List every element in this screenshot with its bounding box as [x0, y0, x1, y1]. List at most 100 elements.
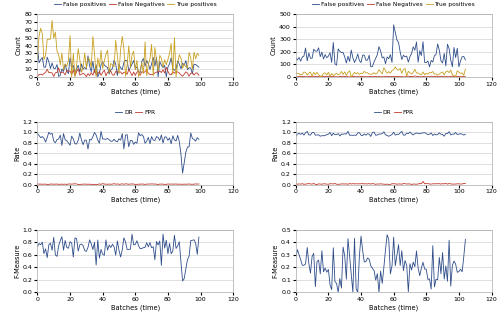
True positives	[463, 67, 469, 71]
False positives	[196, 65, 202, 69]
Y-axis label: Count: Count	[16, 36, 22, 55]
Legend: DR, FPR: DR, FPR	[374, 110, 414, 115]
FPR	[418, 182, 424, 186]
False Negatives	[132, 74, 138, 77]
DR	[316, 133, 322, 137]
False positives	[358, 61, 364, 64]
X-axis label: Batches (time): Batches (time)	[111, 197, 160, 203]
DR	[119, 132, 125, 136]
False Negatives	[316, 75, 322, 78]
FPR	[463, 182, 469, 185]
True positives	[69, 75, 75, 79]
False positives	[65, 72, 71, 76]
FPR	[34, 182, 40, 186]
Line: False Negatives: False Negatives	[296, 76, 466, 77]
True positives	[34, 57, 40, 61]
FPR	[294, 182, 300, 186]
Line: False positives: False positives	[296, 25, 466, 67]
True positives	[294, 71, 300, 75]
DR	[186, 145, 192, 149]
False Negatives	[163, 65, 169, 69]
FPR	[75, 183, 81, 186]
DR	[180, 171, 186, 175]
True positives	[75, 47, 81, 51]
Legend: False positives, False Negatives, True positives: False positives, False Negatives, True p…	[54, 2, 217, 7]
FPR	[386, 183, 392, 186]
Line: True positives: True positives	[296, 67, 466, 77]
True positives	[418, 73, 424, 77]
True positives	[49, 19, 55, 22]
False Negatives	[418, 75, 424, 79]
Y-axis label: F-Measure: F-Measure	[14, 244, 20, 278]
FPR	[72, 182, 78, 186]
True positives	[293, 71, 299, 75]
FPR	[191, 182, 197, 186]
DR	[294, 132, 300, 136]
False positives	[316, 46, 322, 50]
Line: True positives: True positives	[37, 21, 199, 77]
False positives	[463, 58, 469, 62]
FPR	[358, 182, 364, 186]
False positives	[131, 59, 137, 63]
DR	[132, 140, 138, 144]
Legend: DR, FPR: DR, FPR	[115, 110, 155, 115]
False Negatives	[368, 75, 374, 78]
FPR	[293, 182, 299, 185]
Legend: False positives, False Negatives, True positives: False positives, False Negatives, True p…	[312, 2, 475, 7]
False positives	[34, 45, 40, 49]
False Negatives	[83, 75, 89, 78]
False positives	[391, 23, 397, 27]
False positives	[185, 68, 191, 72]
FPR	[316, 182, 322, 186]
DR	[98, 130, 104, 133]
False positives	[418, 54, 424, 58]
False positives	[293, 57, 299, 60]
X-axis label: Batches (time): Batches (time)	[111, 89, 160, 95]
True positives	[134, 58, 140, 62]
X-axis label: Batches (time): Batches (time)	[369, 304, 418, 311]
DR	[369, 131, 375, 134]
DR	[360, 134, 366, 137]
False Negatives	[191, 73, 197, 77]
False positives	[427, 65, 433, 69]
False positives	[294, 58, 300, 62]
Line: False positives: False positives	[37, 47, 199, 77]
DR	[196, 137, 202, 141]
True positives	[368, 72, 374, 76]
X-axis label: Batches (time): Batches (time)	[369, 89, 418, 95]
DR	[420, 131, 426, 135]
True positives	[348, 75, 354, 79]
False positives	[366, 53, 372, 57]
False Negatives	[332, 75, 338, 79]
FPR	[366, 182, 372, 185]
FPR	[420, 179, 426, 183]
True positives	[186, 51, 192, 54]
DR	[34, 131, 40, 135]
Line: DR: DR	[37, 131, 199, 173]
False Negatives	[294, 75, 300, 79]
False positives	[72, 72, 78, 76]
True positives	[420, 70, 426, 74]
DR	[72, 142, 78, 146]
FPR	[186, 182, 192, 186]
FPR	[100, 182, 106, 185]
True positives	[196, 53, 202, 57]
False positives	[155, 75, 161, 79]
False Negatives	[119, 72, 125, 76]
Y-axis label: Count: Count	[270, 36, 276, 55]
DR	[345, 130, 351, 133]
FPR	[134, 182, 140, 186]
X-axis label: Batches (time): Batches (time)	[369, 197, 418, 203]
False Negatives	[412, 74, 418, 78]
FPR	[417, 182, 423, 185]
False Negatives	[420, 75, 426, 78]
True positives	[121, 46, 127, 50]
DR	[463, 132, 469, 136]
False Negatives	[360, 75, 366, 78]
Y-axis label: Rate: Rate	[14, 146, 20, 161]
False positives	[417, 49, 423, 53]
False Negatives	[65, 69, 71, 73]
False positives	[190, 72, 196, 76]
False Negatives	[186, 74, 192, 78]
DR	[368, 135, 374, 138]
